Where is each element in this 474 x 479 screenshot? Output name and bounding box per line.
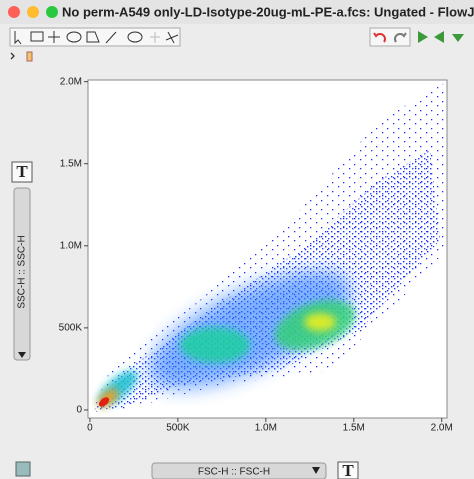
layout-icon[interactable]	[15, 461, 31, 477]
spider-tool[interactable]	[127, 31, 143, 43]
menu-button[interactable]	[452, 34, 464, 42]
x-tick-label: 1.0M	[255, 423, 277, 434]
y-tick-label: 1.5M	[60, 158, 82, 169]
density-image	[92, 82, 446, 412]
y-axis-dropdown[interactable]	[13, 187, 31, 361]
x-dropdown-arrow	[312, 467, 320, 474]
polygon-tool[interactable]	[86, 31, 100, 43]
undo-button[interactable]	[373, 32, 386, 43]
ellipse-tool[interactable]	[66, 31, 82, 43]
x-tick-label: 2.0M	[431, 423, 453, 434]
x-tick-label: 500K	[166, 423, 190, 434]
title-bar	[0, 0, 474, 24]
x-text-button[interactable]	[337, 461, 359, 479]
y-dropdown-arrow	[18, 352, 26, 358]
x-text-button-label: T	[342, 461, 354, 479]
x-tick-label: 1.5M	[343, 423, 365, 434]
x-tick-label: 0	[87, 423, 93, 434]
zoom-button[interactable]	[46, 6, 58, 18]
rectangle-tool[interactable]	[30, 31, 44, 42]
y-text-button-label: T	[16, 162, 28, 181]
expand-arrow[interactable]	[10, 52, 15, 60]
y-tick-label: 500K	[59, 323, 83, 334]
prev-button[interactable]	[418, 31, 428, 43]
x-axis-label: FSC-H :: FSC-H	[198, 467, 270, 478]
y-tick-label: 1.0M	[60, 240, 82, 251]
pointer-tool[interactable]	[14, 31, 22, 45]
y-tick-label: 2.0M	[60, 76, 82, 87]
y-tick-label: 0	[76, 405, 82, 416]
toolbar	[9, 27, 464, 62]
y-text-button[interactable]	[11, 161, 33, 183]
spline-tool[interactable]	[150, 32, 160, 43]
close-button[interactable]	[8, 6, 20, 18]
redo-button[interactable]	[394, 32, 407, 43]
y-axis-label: SSC-H :: SSC-H	[17, 235, 28, 308]
x-axis-dropdown[interactable]	[151, 462, 327, 479]
freehand-tool[interactable]	[105, 31, 117, 44]
window-title: No perm-A549 only-LD-Isotype-20ug-mL-PE-…	[62, 4, 474, 19]
quadrant-tool[interactable]	[48, 31, 60, 43]
minimize-button[interactable]	[27, 6, 39, 18]
tube-icon	[26, 51, 33, 62]
curly-tool[interactable]	[165, 31, 179, 44]
next-button[interactable]	[434, 31, 444, 43]
